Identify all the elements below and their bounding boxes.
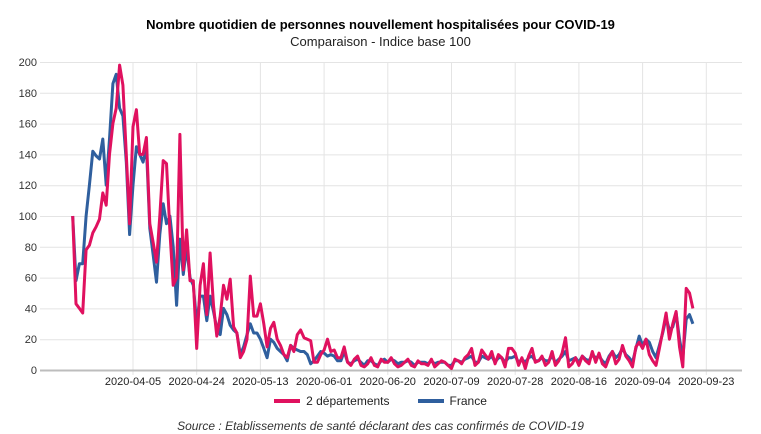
gridlines xyxy=(40,62,742,375)
legend: 2 départements France xyxy=(0,394,761,408)
x-tick-label: 2020-04-24 xyxy=(169,376,225,388)
source-note: Source : Etablissements de santé déclara… xyxy=(177,419,584,433)
x-axis-ticks: 2020-04-05 2020-04-24 2020-05-13 2020-06-01… xyxy=(105,376,735,388)
chart-subtitle: Comparaison - Indice base 100 xyxy=(290,34,471,49)
x-tick-label: 2020-06-20 xyxy=(360,376,416,388)
data-series xyxy=(71,63,695,370)
y-tick-label: 0 xyxy=(31,365,37,377)
legend-item-2-departements[interactable]: 2 départements xyxy=(274,394,390,408)
legend-item-france[interactable]: France xyxy=(417,394,487,408)
series-line-2-departements xyxy=(71,63,695,370)
y-axis-ticks: 0 20 40 60 80 100 120 140 160 180 200 xyxy=(19,57,37,377)
x-tick-label: 2020-09-04 xyxy=(614,376,670,388)
y-tick-label: 80 xyxy=(25,242,37,254)
y-tick-label: 40 xyxy=(25,303,37,315)
legend-swatch-france xyxy=(417,399,444,403)
y-tick-label: 180 xyxy=(19,88,37,100)
x-tick-label: 2020-08-16 xyxy=(551,376,607,388)
x-tick-label: 2020-04-05 xyxy=(105,376,161,388)
x-tick-label: 2020-06-01 xyxy=(296,376,352,388)
x-tick-label: 2020-07-09 xyxy=(423,376,479,388)
x-tick-label: 2020-09-23 xyxy=(678,376,734,388)
y-tick-label: 120 xyxy=(19,180,37,192)
y-tick-label: 100 xyxy=(19,211,37,223)
legend-swatch-2-departements xyxy=(274,399,301,403)
y-tick-label: 140 xyxy=(19,149,37,161)
x-tick-label: 2020-05-13 xyxy=(232,376,288,388)
y-tick-label: 20 xyxy=(25,334,37,346)
legend-label-france: France xyxy=(449,394,487,408)
series-line-france xyxy=(71,72,695,367)
x-tick-label: 2020-07-28 xyxy=(487,376,543,388)
y-tick-label: 60 xyxy=(25,273,37,285)
y-tick-label: 200 xyxy=(19,57,37,69)
legend-label-2-departements: 2 départements xyxy=(306,394,390,408)
y-tick-label: 160 xyxy=(19,119,37,131)
chart-title: Nombre quotidien de personnes nouvelleme… xyxy=(146,17,615,32)
